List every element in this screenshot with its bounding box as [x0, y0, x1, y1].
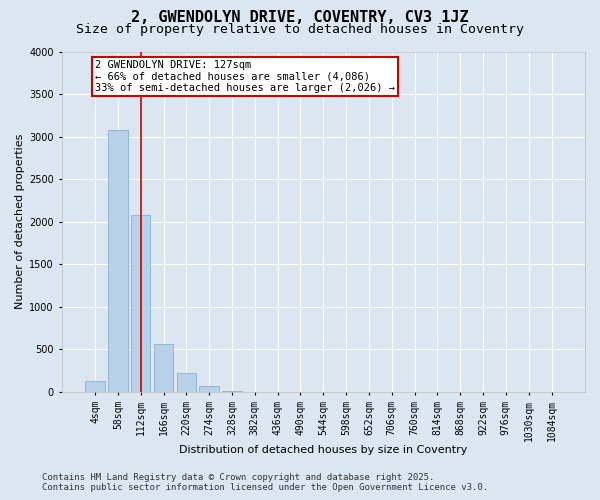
Bar — [108, 130, 128, 392]
Y-axis label: Number of detached properties: Number of detached properties — [15, 134, 25, 310]
Text: Size of property relative to detached houses in Coventry: Size of property relative to detached ho… — [76, 22, 524, 36]
Text: 2, GWENDOLYN DRIVE, COVENTRY, CV3 1JZ: 2, GWENDOLYN DRIVE, COVENTRY, CV3 1JZ — [131, 10, 469, 25]
Bar — [85, 381, 105, 392]
Bar — [176, 374, 196, 392]
Bar — [199, 386, 219, 392]
Bar — [154, 344, 173, 392]
Text: Contains HM Land Registry data © Crown copyright and database right 2025.
Contai: Contains HM Land Registry data © Crown c… — [42, 473, 488, 492]
X-axis label: Distribution of detached houses by size in Coventry: Distribution of detached houses by size … — [179, 445, 467, 455]
Bar — [131, 215, 151, 392]
Bar — [222, 391, 242, 392]
Text: 2 GWENDOLYN DRIVE: 127sqm
← 66% of detached houses are smaller (4,086)
33% of se: 2 GWENDOLYN DRIVE: 127sqm ← 66% of detac… — [95, 60, 395, 93]
